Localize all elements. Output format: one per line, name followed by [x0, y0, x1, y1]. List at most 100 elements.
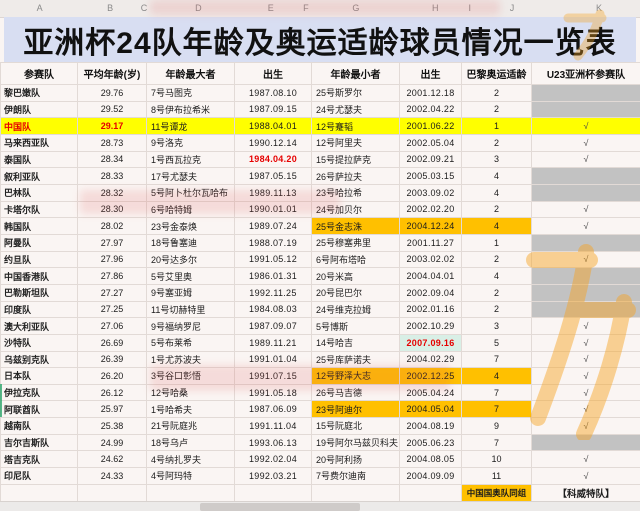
- column-header-youngest-birth[interactable]: 出生: [399, 62, 462, 85]
- cell-oldest-birth[interactable]: 1991.05.18: [234, 383, 312, 402]
- cell-oldest-birth[interactable]: 1988.07.19: [234, 233, 312, 252]
- cell-oldest-birth[interactable]: 1986.01.31: [234, 267, 312, 285]
- cell-team[interactable]: 黎巴嫩队: [0, 84, 78, 102]
- cell-u23-check[interactable]: √: [531, 117, 640, 135]
- cell-oldest[interactable]: 12号哈桑: [146, 383, 235, 402]
- cell-paris[interactable]: 2: [461, 100, 532, 119]
- cell-youngest-birth[interactable]: 2003.09.02: [399, 183, 462, 202]
- cell-oldest[interactable]: 1号西瓦拉克: [146, 150, 235, 169]
- cell-team[interactable]: 泰国队: [0, 150, 78, 169]
- cell-youngest[interactable]: 20号昆巴尔: [311, 283, 400, 302]
- cell-team[interactable]: 越南队: [0, 417, 78, 435]
- cell-u23-empty[interactable]: [531, 300, 640, 319]
- cell-paris[interactable]: 4: [461, 217, 532, 235]
- cell-youngest[interactable]: 24号尤瑟夫: [311, 100, 400, 119]
- cell-olympic-group-note[interactable]: 中国国奥队同组: [461, 483, 532, 502]
- cell-youngest-birth[interactable]: 2005.04.24: [399, 383, 462, 402]
- cell-youngest-birth[interactable]: 2002.12.25: [399, 367, 462, 385]
- cell-oldest-birth[interactable]: 1989.07.24: [234, 217, 312, 235]
- cell-u23-empty[interactable]: [531, 283, 640, 302]
- cell-youngest-birth[interactable]: 2004.04.01: [399, 267, 462, 285]
- cell-oldest[interactable]: 6号哈特姆: [146, 200, 235, 219]
- cell-youngest[interactable]: 26号萨拉夫: [311, 167, 400, 185]
- cell-paris[interactable]: 2: [461, 200, 532, 219]
- cell-oldest-birth[interactable]: 1991.07.15: [234, 367, 312, 385]
- cell-avg[interactable]: 27.96: [77, 250, 147, 269]
- cell-paris[interactable]: 3: [461, 317, 532, 335]
- cell-paris[interactable]: 2: [461, 283, 532, 302]
- cell-paris[interactable]: 2: [461, 300, 532, 319]
- cell-youngest[interactable]: 25号穆塞弗里: [311, 233, 400, 252]
- cell-team[interactable]: 伊朗队: [0, 100, 78, 119]
- cell-empty[interactable]: [234, 483, 312, 502]
- column-header-oldest-player[interactable]: 年龄最大者: [146, 62, 235, 85]
- cell-oldest[interactable]: 5号布莱希: [146, 333, 235, 352]
- cell-youngest[interactable]: 15号提拉萨克: [311, 150, 400, 169]
- cell-youngest[interactable]: 20号阿利扬: [311, 450, 400, 469]
- cell-u23-check[interactable]: √: [531, 217, 640, 235]
- cell-u23-check[interactable]: √: [531, 417, 640, 435]
- cell-youngest-birth[interactable]: 2002.09.21: [399, 150, 462, 169]
- cell-paris[interactable]: 4: [461, 167, 532, 185]
- cell-empty[interactable]: [311, 483, 400, 502]
- cell-u23-check[interactable]: √: [531, 250, 640, 269]
- cell-paris[interactable]: 11: [461, 467, 532, 485]
- cell-oldest[interactable]: 5号艾里奥: [146, 267, 235, 285]
- cell-paris[interactable]: 7: [461, 433, 532, 452]
- cell-u23-empty[interactable]: [531, 233, 640, 252]
- cell-team[interactable]: 约旦队: [0, 250, 78, 269]
- cell-youngest[interactable]: 5号博斯: [311, 317, 400, 335]
- cell-paris[interactable]: 7: [461, 350, 532, 369]
- title-cell[interactable]: 亚洲杯24队年龄及奥运适龄球员情况一览表: [4, 17, 636, 62]
- cell-oldest[interactable]: 9号塞亚姆: [146, 283, 235, 302]
- cell-oldest-birth[interactable]: 1992.11.25: [234, 283, 312, 302]
- cell-team[interactable]: 巴勒斯坦队: [0, 283, 78, 302]
- cell-oldest[interactable]: 1号尤苏波夫: [146, 350, 235, 369]
- cell-paris[interactable]: 9: [461, 417, 532, 435]
- cell-team[interactable]: 马来西亚队: [0, 133, 78, 152]
- cell-youngest[interactable]: 7号费尔迪南: [311, 467, 400, 485]
- column-header-youngest-player[interactable]: 年龄最小者: [311, 62, 400, 85]
- cell-u23-check[interactable]: √: [531, 467, 640, 485]
- cell-u23-check[interactable]: √: [531, 367, 640, 385]
- cell-youngest-birth[interactable]: 2004.12.24: [399, 217, 462, 235]
- cell-youngest[interactable]: 23号阿迪尔: [311, 400, 400, 419]
- cell-youngest-birth[interactable]: 2004.08.19: [399, 417, 462, 435]
- column-letter[interactable]: F: [303, 3, 309, 13]
- cell-u23-check[interactable]: √: [531, 383, 640, 402]
- cell-youngest-birth[interactable]: 2002.04.22: [399, 100, 462, 119]
- cell-u23-check[interactable]: √: [531, 333, 640, 352]
- cell-avg[interactable]: 28.02: [77, 217, 147, 235]
- cell-avg[interactable]: 26.39: [77, 350, 147, 369]
- column-header-avg-age[interactable]: 平均年龄(岁): [77, 62, 147, 85]
- cell-team[interactable]: 叙利亚队: [0, 167, 78, 185]
- cell-oldest-birth[interactable]: 1987.09.15: [234, 100, 312, 119]
- cell-youngest-birth[interactable]: 2003.02.02: [399, 250, 462, 269]
- cell-youngest-birth[interactable]: 2004.08.05: [399, 450, 462, 469]
- cell-u23-check[interactable]: √: [531, 150, 640, 169]
- cell-oldest-birth[interactable]: 1987.09.07: [234, 317, 312, 335]
- cell-oldest-birth[interactable]: 1984.04.20: [234, 150, 312, 169]
- cell-oldest-birth[interactable]: 1990.12.14: [234, 133, 312, 152]
- cell-oldest[interactable]: 18号鲁塞迪: [146, 233, 235, 252]
- cell-paris[interactable]: 4: [461, 367, 532, 385]
- cell-team[interactable]: 中国香港队: [0, 267, 78, 285]
- cell-youngest[interactable]: 14号哈吉: [311, 333, 400, 352]
- cell-youngest[interactable]: 25号库萨诺夫: [311, 350, 400, 369]
- cell-youngest[interactable]: 25号斯罗尔: [311, 84, 400, 102]
- cell-u23-check[interactable]: √: [531, 350, 640, 369]
- cell-paris[interactable]: 1: [461, 233, 532, 252]
- cell-oldest-birth[interactable]: 1991.01.04: [234, 350, 312, 369]
- cell-youngest[interactable]: 15号阮庭北: [311, 417, 400, 435]
- cell-oldest[interactable]: 21号阮庭兆: [146, 417, 235, 435]
- cell-oldest[interactable]: 11号切赫特里: [146, 300, 235, 319]
- cell-youngest-birth[interactable]: 2004.05.04: [399, 400, 462, 419]
- cell-youngest[interactable]: 24号加贝尔: [311, 200, 400, 219]
- cell-oldest[interactable]: 1号哈希夫: [146, 400, 235, 419]
- cell-team[interactable]: 吉尔吉斯队: [0, 433, 78, 452]
- cell-oldest-birth[interactable]: 1987.05.15: [234, 167, 312, 185]
- cell-u23-empty[interactable]: [531, 267, 640, 285]
- cell-empty[interactable]: [399, 483, 462, 502]
- column-letter[interactable]: I: [468, 3, 472, 13]
- cell-oldest-birth[interactable]: 1991.05.12: [234, 250, 312, 269]
